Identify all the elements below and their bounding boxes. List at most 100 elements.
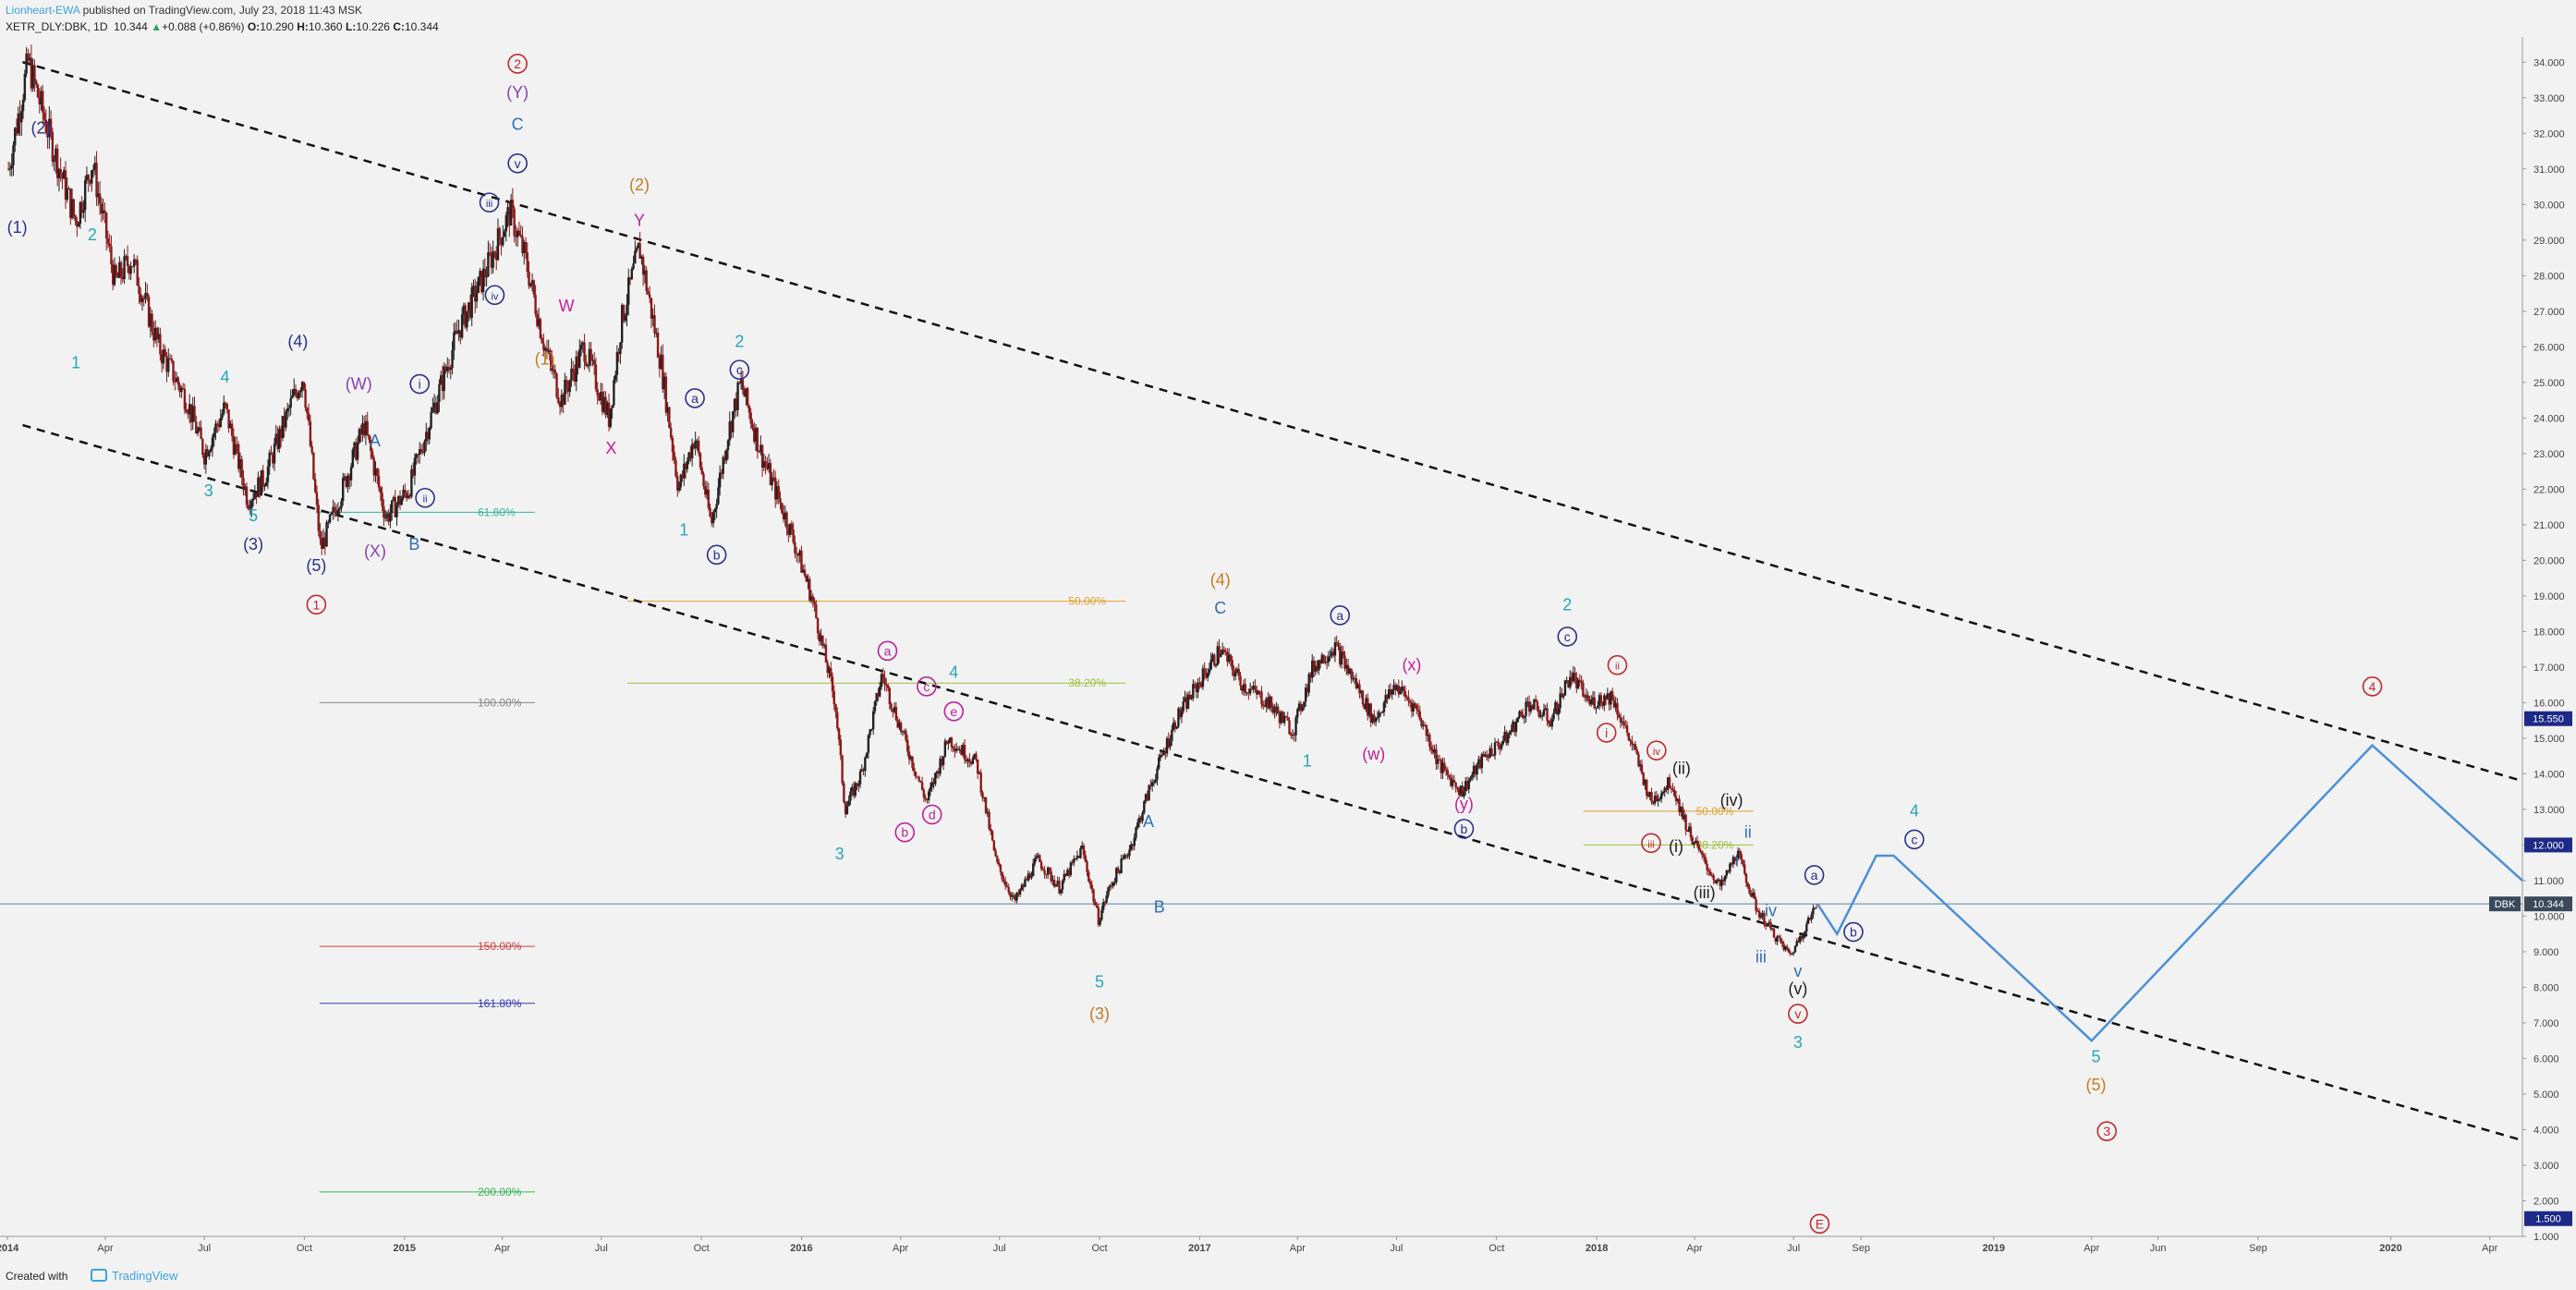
candle-body <box>1526 701 1529 703</box>
candle-body <box>1389 688 1392 695</box>
candle-body <box>1768 921 1770 924</box>
candle-body <box>64 170 67 201</box>
candle-body <box>1457 788 1461 796</box>
candle-body <box>1092 889 1095 902</box>
candle-body <box>1035 857 1038 859</box>
x-tick-label: Jul <box>198 1243 211 1254</box>
candle-body <box>934 773 937 785</box>
candle-body <box>1634 744 1637 749</box>
candle-body <box>151 313 153 333</box>
candle-body <box>1691 837 1694 845</box>
candle-body <box>229 423 232 429</box>
candle-body <box>526 252 529 273</box>
candle-body <box>1382 702 1386 712</box>
wave-label: (X) <box>364 542 386 561</box>
y-tick-label: 28.000 <box>2533 271 2565 282</box>
candle-body <box>419 449 423 453</box>
candle-body <box>1616 702 1619 715</box>
candle-body <box>1632 744 1635 746</box>
candle-body <box>841 755 844 784</box>
candle-body <box>82 210 85 213</box>
candle-body <box>796 554 800 556</box>
candle-body <box>1454 782 1457 788</box>
candle-body <box>907 751 911 760</box>
candle-body <box>1580 680 1583 683</box>
candle-body <box>886 685 890 688</box>
candle-body <box>345 476 347 487</box>
candle-body <box>1521 713 1525 718</box>
candle-body <box>1799 936 1802 943</box>
candle-body <box>490 253 493 268</box>
y-tick-label: 8.000 <box>2533 982 2559 993</box>
candle-body <box>1736 850 1740 859</box>
candle-body <box>113 265 116 286</box>
wave-circle <box>1804 865 1825 885</box>
candle-body <box>342 478 345 502</box>
candle-body <box>1082 846 1086 856</box>
candle-body <box>901 731 905 733</box>
candle-body <box>436 402 439 414</box>
candle-body <box>1172 722 1175 730</box>
candle-body <box>852 786 856 797</box>
x-tick-label: Oct <box>1488 1243 1504 1254</box>
candle-body <box>785 512 788 529</box>
wave-circle <box>1788 1004 1808 1024</box>
candle-body <box>1097 907 1100 925</box>
candle-body <box>170 358 173 361</box>
candle-body <box>890 704 893 710</box>
candle-body <box>775 486 779 500</box>
close-value: 10.344 <box>405 20 439 33</box>
candle-body <box>650 298 653 319</box>
candle-body <box>1598 695 1601 706</box>
tradingview-icon <box>91 1269 107 1282</box>
candle-body <box>508 207 511 226</box>
y-tick-label: 21.000 <box>2533 520 2565 531</box>
candle-body <box>537 319 541 326</box>
candle-body <box>906 739 909 752</box>
candle-body <box>23 73 27 101</box>
candle-body <box>1193 684 1197 686</box>
candle-body <box>990 828 992 832</box>
candle-body <box>986 811 989 813</box>
candle-body <box>196 430 200 433</box>
candle-body <box>441 375 444 392</box>
candle-body <box>1812 907 1815 915</box>
candle-body <box>1180 711 1184 717</box>
candle-body <box>696 440 699 442</box>
candle-body <box>1550 719 1554 727</box>
candle-body <box>1646 795 1650 797</box>
wave-label: 4 <box>220 368 229 386</box>
candle-body <box>334 510 338 516</box>
wave-label: A <box>1143 812 1154 831</box>
candle-body <box>759 444 762 453</box>
candle-body <box>521 236 524 253</box>
wave-label: d <box>929 807 936 821</box>
candle-body <box>430 412 432 429</box>
wave-circle <box>1330 605 1351 626</box>
author-link[interactable]: Lionheart-EWA <box>6 4 80 17</box>
candle-body <box>628 277 632 280</box>
candle-body <box>858 771 862 785</box>
candle-body <box>43 112 46 120</box>
candle-body <box>543 347 547 351</box>
candle-body <box>1655 796 1659 801</box>
candle-body <box>651 315 654 319</box>
tradingview-logo[interactable]: TradingView <box>91 1269 178 1283</box>
candle-body <box>684 463 687 469</box>
candle-body <box>153 327 157 341</box>
x-tick-label: Jul <box>595 1243 608 1254</box>
candle-body <box>1288 720 1291 735</box>
y-tick-label: 33.000 <box>2533 93 2565 104</box>
candle-body <box>1188 694 1191 700</box>
fib-level-label: 100.00% <box>478 696 522 709</box>
candle-body <box>1789 952 1792 955</box>
candle-body <box>1220 653 1222 657</box>
x-tick-label: Apr <box>1290 1243 1306 1254</box>
wave-label: Y <box>634 211 645 229</box>
candle-body <box>632 263 635 269</box>
candle-body <box>1110 885 1113 887</box>
x-tick-label: 2018 <box>1586 1243 1608 1254</box>
candle-body <box>1221 649 1224 654</box>
candle-body <box>1007 887 1010 893</box>
